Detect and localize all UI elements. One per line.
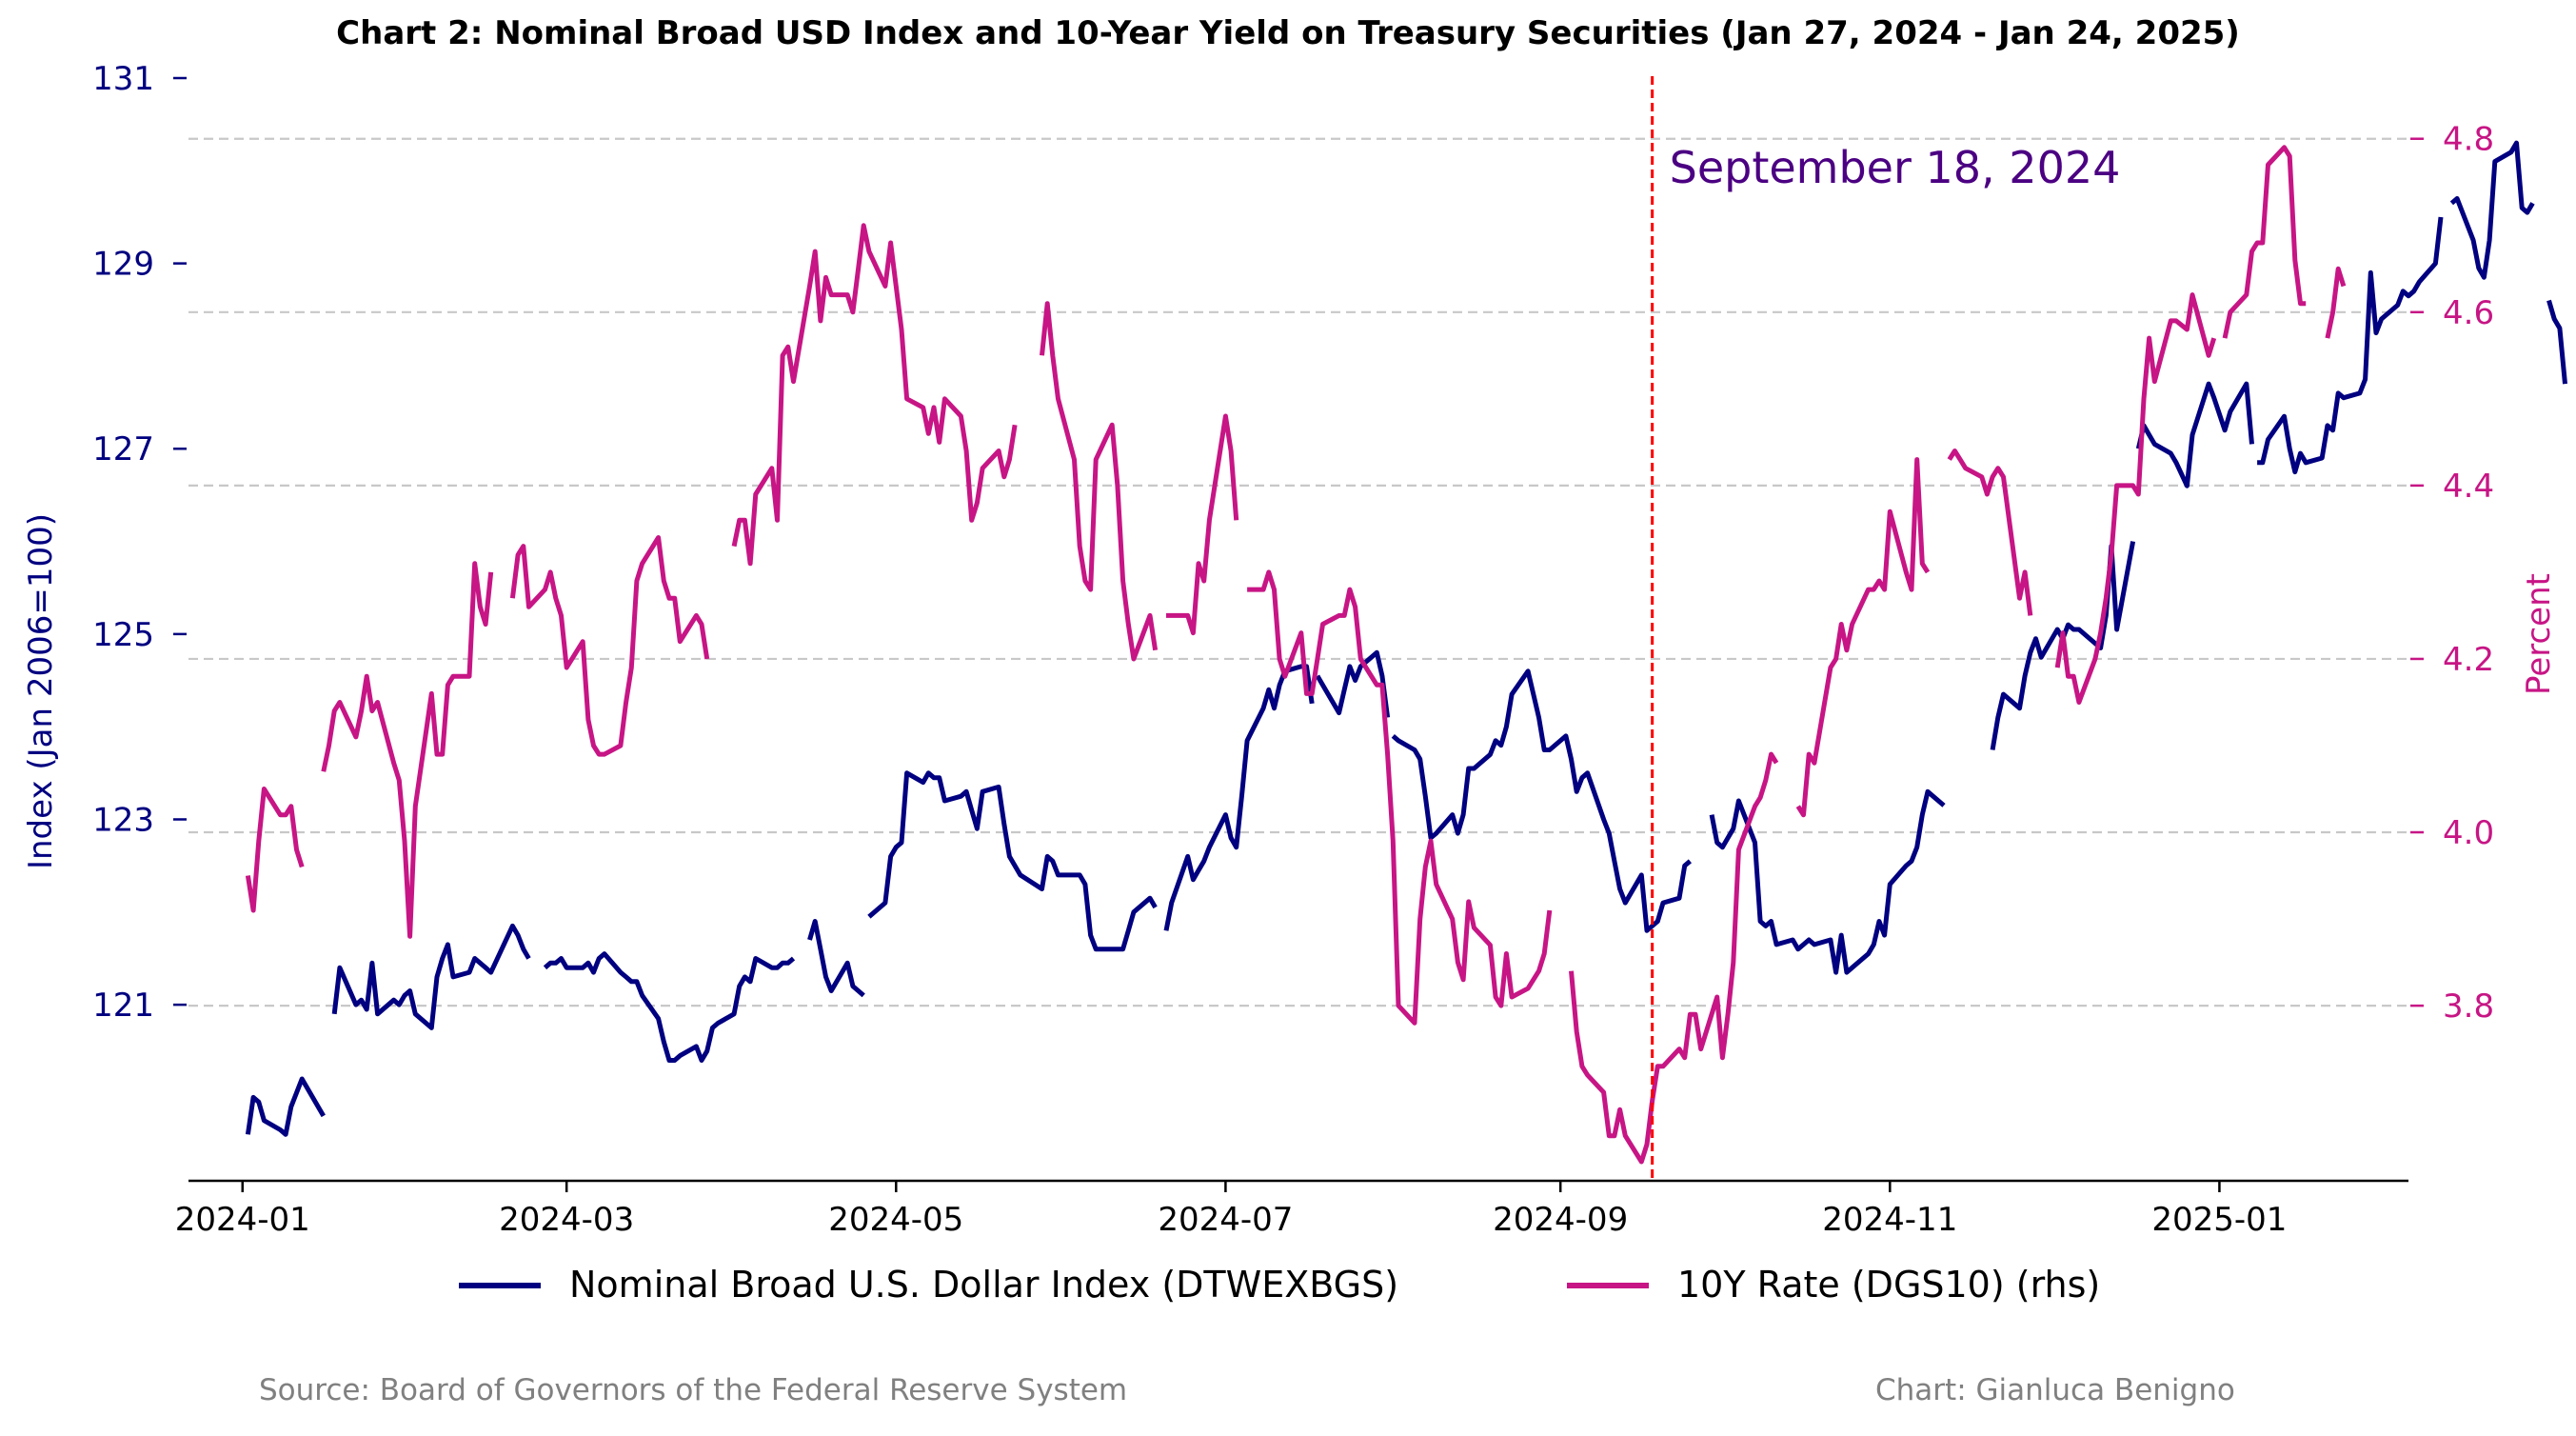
ten-year-yield-line [2054,292,2217,705]
ten-year-yield-line [731,223,1018,567]
ten-year-yield-line [245,787,305,913]
usd-index-line [807,919,865,998]
annotation: September 18, 2024 [1651,76,2121,1181]
usd-index-line [1315,649,1391,718]
grid-lines [188,137,2408,1007]
x-tick-label: 2024-01 [175,1201,310,1239]
chart-title: Chart 2: Nominal Broad USD Index and 10-… [336,14,2240,52]
usd-index-line [245,1076,326,1137]
x-tick-label: 2025-01 [2151,1201,2287,1239]
series-lines [245,140,2567,1165]
y-left-tick-label: 127 [92,430,154,469]
y-left-tick-label: 129 [92,246,154,284]
event-marker-label: September 18, 2024 [1670,142,2121,193]
legend: Nominal Broad U.S. Dollar Index (DTWEXBG… [459,1264,2100,1306]
x-tick-label: 2024-03 [499,1201,634,1239]
usd-index-line [331,923,531,1030]
usd-index-line [1391,668,1693,933]
ten-year-yield-line [1569,751,1779,1165]
ten-year-yield-line [1247,569,1553,1026]
y-right-tick-label: 3.8 [2443,987,2494,1026]
usd-index-line [2257,216,2444,475]
ten-year-yield-line [321,561,494,939]
x-tick-label: 2024-11 [1822,1201,1957,1239]
usd-index-line [1163,664,1315,931]
legend-label: 10Y Rate (DGS10) (rhs) [1677,1264,2100,1306]
legend-label: Nominal Broad U.S. Dollar Index (DTWEXBG… [569,1264,1398,1306]
ten-year-yield-line [2325,266,2347,339]
usd-index-line [2449,140,2535,280]
y-right-tick-label: 4.0 [2443,814,2494,852]
x-tick-label: 2024-09 [1493,1201,1628,1239]
x-tick-label: 2024-07 [1158,1201,1293,1239]
y-right-tick-label: 4.8 [2443,121,2494,159]
y-left-tick-label: 121 [92,987,154,1025]
x-tick-label: 2024-05 [828,1201,963,1239]
chart-credit: Chart: Gianluca Benigno [1875,1373,2235,1407]
ten-year-yield-line [509,535,710,757]
usd-index-line [867,770,1158,952]
ten-year-yield-line [1166,413,1239,636]
usd-index-line [2546,299,2567,385]
y-axis-label-right: Percent [2520,573,2558,695]
y-right-tick-label: 4.2 [2443,641,2494,679]
y-left-tick-label: 131 [92,60,154,98]
y-right-tick-label: 4.6 [2443,294,2494,332]
y-axis-label-left: Index (Jan 2006=100) [22,513,60,869]
ten-year-yield-line [1795,457,1931,818]
axes: 2024-01 2024-03 2024-05 2024-07 2024-09 2024-… [92,60,2494,1239]
y-left-tick-label: 125 [92,616,154,654]
ten-year-yield-line [1947,449,2033,616]
usd-index-line [1709,788,1946,975]
ten-year-yield-line [1040,301,1159,662]
y-left-tick-label: 123 [92,801,154,839]
usd-index-line [2135,381,2254,489]
usd-index-line [543,951,796,1063]
ten-year-yield-line [2222,145,2307,339]
source-note: Source: Board of Governors of the Federa… [259,1373,1128,1407]
y-right-tick-label: 4.4 [2443,468,2494,506]
